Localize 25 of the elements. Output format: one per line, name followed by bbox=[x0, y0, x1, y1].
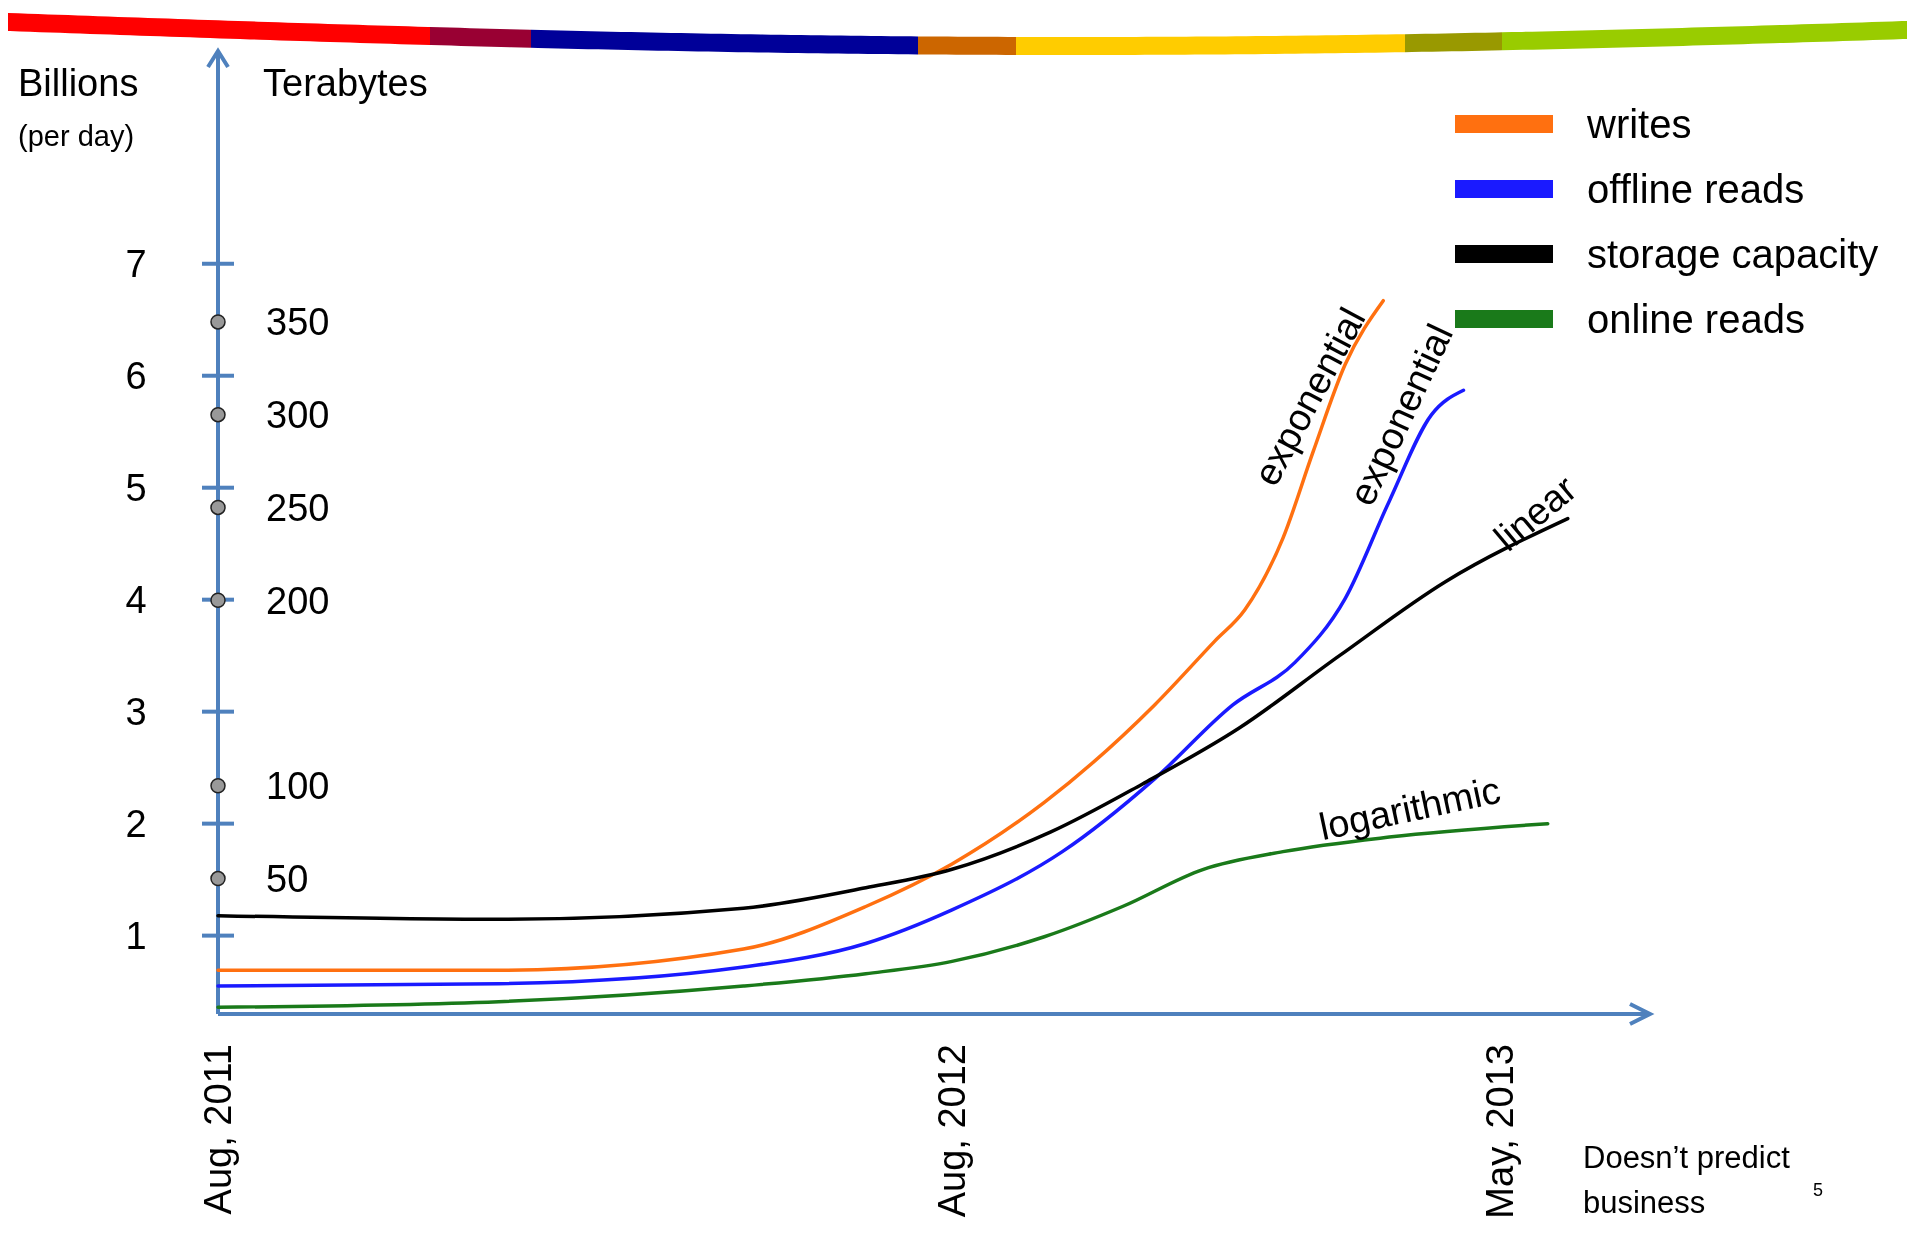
y2-tick-label: 250 bbox=[266, 486, 330, 529]
y2-tick-label: 200 bbox=[266, 579, 330, 622]
y-tick-label: 3 bbox=[125, 690, 147, 733]
y2-tick-label: 300 bbox=[266, 393, 330, 436]
annotation: logarithmic bbox=[1315, 768, 1504, 849]
y2-tick-label: 50 bbox=[266, 857, 309, 900]
y2-tick-label: 100 bbox=[266, 765, 330, 808]
y-tick-label: 4 bbox=[125, 578, 147, 621]
legend-label: online reads bbox=[1587, 297, 1805, 341]
text: 5 bbox=[1813, 1180, 1824, 1200]
y-tick-label: 6 bbox=[125, 355, 147, 398]
text: Doesn’t predict business bbox=[1583, 1140, 1791, 1220]
legend-label: storage capacity bbox=[1587, 232, 1879, 276]
y-axis-title: Billions (per day) bbox=[18, 62, 139, 152]
legend-label: offline reads bbox=[1587, 167, 1805, 211]
y-tick-label: 2 bbox=[125, 802, 147, 845]
y-tick-label: 1 bbox=[125, 914, 147, 957]
x-tick-label: May, 2013 bbox=[1478, 1044, 1521, 1219]
y-tick-label: 7 bbox=[125, 243, 147, 286]
x-tick-label: Aug, 2011 bbox=[197, 1044, 240, 1215]
y2-tick-label: 350 bbox=[266, 301, 330, 344]
x-tick-label: Aug, 2012 bbox=[931, 1044, 974, 1218]
legend-label: writes bbox=[1586, 102, 1692, 146]
y-tick-label: 5 bbox=[125, 467, 147, 510]
y2-axis-title: Terabytes bbox=[263, 62, 428, 104]
